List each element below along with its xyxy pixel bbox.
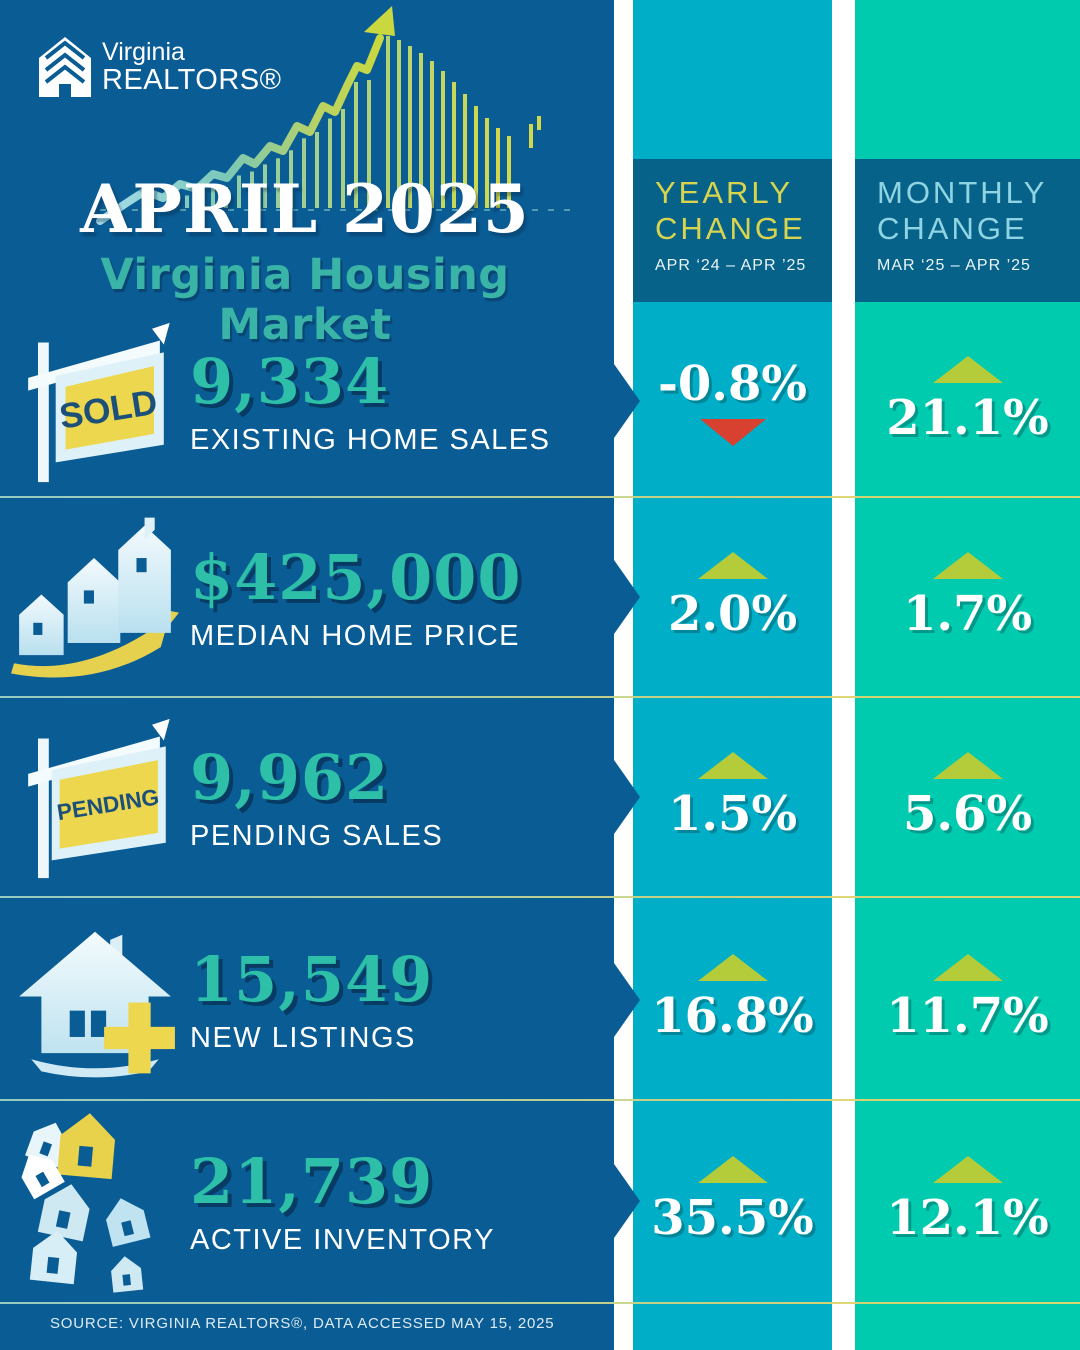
new-listings-value: 15,549 bbox=[190, 942, 434, 1016]
row-active-inventory: 21,739 ACTIVE INVENTORY bbox=[0, 1100, 614, 1302]
new-listings-yearly-cell: 16.8% bbox=[633, 897, 832, 1100]
monthly-change-header: MONTHLY CHANGE MAR ‘25 – APR ’25 bbox=[855, 159, 1080, 302]
existing-home-sales-value: 9,334 bbox=[190, 345, 390, 418]
pending-sales-monthly-value: 5.6% bbox=[902, 786, 1033, 842]
existing-home-sales-yearly-value: -0.8% bbox=[657, 356, 808, 412]
row-median-home-price: $425,000 MEDIAN HOME PRICE bbox=[0, 497, 614, 697]
active-inventory-yearly-cell: 35.5% bbox=[633, 1100, 832, 1302]
yearly-title-line2: CHANGE bbox=[655, 211, 806, 246]
active-inventory-monthly-value: 12.1% bbox=[886, 1190, 1049, 1246]
yearly-title-line1: YEARLY bbox=[655, 175, 794, 210]
row-separator bbox=[0, 496, 1080, 498]
row-pointer-icon bbox=[614, 560, 640, 634]
title-block: APRIL 2025 Virginia Housing Market bbox=[30, 170, 580, 350]
existing-home-sales-monthly-cell: 21.1% bbox=[855, 305, 1080, 497]
median-home-price-yearly-cell: 2.0% bbox=[633, 497, 832, 697]
row-new-listings: 15,549 NEW LISTINGS bbox=[0, 897, 614, 1100]
pending-sign-icon: PENDING bbox=[28, 718, 170, 879]
trend-arrow-head-icon bbox=[364, 6, 395, 36]
row-separator bbox=[0, 696, 1080, 698]
row-pointer-icon bbox=[614, 760, 640, 834]
row-separator bbox=[0, 1099, 1080, 1101]
trend-up-icon bbox=[932, 1156, 1003, 1183]
new-listings-monthly-cell: 11.7% bbox=[855, 897, 1080, 1100]
monthly-title-line1: MONTHLY bbox=[877, 175, 1048, 210]
house-plus-icon bbox=[19, 931, 175, 1078]
pending-sales-yearly-value: 1.5% bbox=[667, 786, 798, 842]
median-home-price-monthly-cell: 1.7% bbox=[855, 497, 1080, 697]
row-pointer-icon bbox=[614, 1164, 640, 1238]
trend-up-icon bbox=[697, 552, 768, 579]
median-home-price-label: MEDIAN HOME PRICE bbox=[190, 620, 521, 652]
page-title: APRIL 2025 bbox=[80, 170, 530, 248]
realtors-house-icon bbox=[39, 37, 91, 97]
sold-sign-icon: SOLD bbox=[28, 322, 170, 483]
new-listings-label: NEW LISTINGS bbox=[190, 1021, 416, 1054]
decorative-trend-chart bbox=[96, 6, 570, 225]
trend-up-icon bbox=[697, 1156, 768, 1183]
active-inventory-value: 21,739 bbox=[190, 1145, 434, 1218]
logo-line1: Virginia bbox=[102, 37, 185, 66]
existing-home-sales-monthly-value: 21.1% bbox=[886, 390, 1049, 446]
row-pointer-icon bbox=[614, 364, 640, 438]
trend-up-icon bbox=[932, 552, 1003, 579]
row-existing-home-sales: SOLD 9,334 EXISTING HOME SALES bbox=[0, 305, 614, 497]
median-home-price-yearly-value: 2.0% bbox=[667, 586, 798, 642]
trend-bars bbox=[185, 36, 541, 208]
active-inventory-label: ACTIVE INVENTORY bbox=[190, 1224, 495, 1256]
rising-homes-icon bbox=[11, 517, 179, 678]
median-home-price-monthly-value: 1.7% bbox=[902, 586, 1033, 642]
trend-down-icon bbox=[699, 419, 766, 446]
pending-sales-label: PENDING SALES bbox=[190, 820, 444, 852]
virginia-realtors-logo: Virginia REALTORS® bbox=[38, 36, 282, 98]
row-pointer-icon bbox=[614, 963, 640, 1037]
source-note: SOURCE: VIRGINIA REALTORS®, DATA ACCESSE… bbox=[50, 1315, 555, 1332]
row-pending-sales: PENDING 9,962 PENDING SALES bbox=[0, 697, 614, 897]
pending-sales-value: 9,962 bbox=[190, 741, 390, 814]
logo-line2: REALTORS® bbox=[102, 63, 282, 96]
active-inventory-monthly-cell: 12.1% bbox=[855, 1100, 1080, 1302]
trend-line bbox=[96, 34, 384, 225]
trend-up-icon bbox=[932, 356, 1003, 383]
yearly-range-label: APR ‘24 – APR ’25 bbox=[655, 257, 807, 274]
page-subtitle: Virginia Housing Market bbox=[100, 250, 510, 350]
trend-up-icon bbox=[697, 953, 768, 981]
trend-up-icon bbox=[932, 752, 1003, 779]
existing-home-sales-label: EXISTING HOME SALES bbox=[190, 424, 551, 456]
existing-home-sales-yearly-cell: -0.8% bbox=[633, 305, 832, 497]
monthly-title-line2: CHANGE bbox=[877, 211, 1028, 246]
footer-separator bbox=[0, 1302, 1080, 1304]
active-inventory-yearly-value: 35.5% bbox=[651, 1190, 814, 1246]
trend-up-icon bbox=[932, 953, 1003, 981]
trend-up-icon bbox=[697, 752, 768, 779]
pending-sales-yearly-cell: 1.5% bbox=[633, 697, 832, 897]
yearly-change-header: YEARLY CHANGE APR ‘24 – APR ’25 bbox=[633, 159, 832, 302]
median-home-price-value: $425,000 bbox=[190, 541, 522, 614]
main-column-background bbox=[0, 0, 614, 1350]
house-stack-icon bbox=[21, 1113, 151, 1293]
pending-sales-monthly-cell: 5.6% bbox=[855, 697, 1080, 897]
monthly-range-label: MAR ‘25 – APR ’25 bbox=[877, 257, 1031, 274]
new-listings-yearly-value: 16.8% bbox=[651, 987, 814, 1044]
row-separator bbox=[0, 896, 1080, 898]
new-listings-monthly-value: 11.7% bbox=[886, 987, 1049, 1044]
